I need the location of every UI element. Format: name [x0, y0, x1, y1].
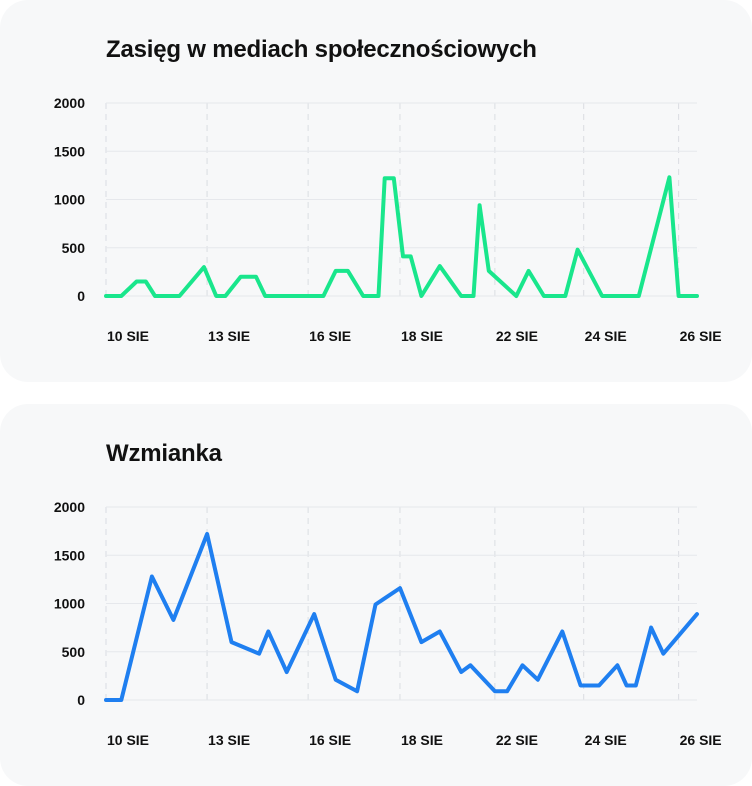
reach-y-tick-label: 500 [62, 240, 86, 256]
mentions-x-tick-label: 24 SIE [585, 732, 627, 748]
mentions-y-tick-label: 500 [62, 644, 86, 660]
reach-x-tick-label: 26 SIE [680, 328, 722, 344]
reach-x-tick-label: 24 SIE [585, 328, 627, 344]
mentions-y-tick-label: 0 [77, 692, 85, 708]
reach-y-tick-label: 1000 [54, 192, 85, 208]
reach-chart-title: Zasięg w mediach społecznościowych [106, 36, 537, 63]
reach-chart: 0 500 1000 1500 2000 10 SIE 13 SIE 16 SIE 18 SIE… [54, 95, 722, 344]
mentions-y-tick-label: 2000 [54, 499, 85, 515]
reach-x-tick-label: 22 SIE [496, 328, 538, 344]
mentions-series-line [104, 532, 699, 702]
mentions-x-tick-label: 26 SIE [680, 732, 722, 748]
mentions-card: Wzmianka 0 500 1000 1500 2000 10 SIE 13 SIE 16 … [0, 404, 752, 786]
reach-x-tick-label: 16 SIE [309, 328, 351, 344]
reach-x-tick-label: 10 SIE [107, 328, 149, 344]
reach-y-tick-label: 1500 [54, 143, 85, 159]
reach-x-tick-label: 13 SIE [208, 328, 250, 344]
mentions-chart-title: Wzmianka [106, 440, 222, 467]
reach-y-tick-label: 0 [77, 288, 85, 304]
reach-y-tick-label: 2000 [54, 95, 85, 111]
mentions-y-tick-label: 1500 [54, 547, 85, 563]
reach-x-tick-label: 18 SIE [401, 328, 443, 344]
mentions-x-tick-label: 22 SIE [496, 732, 538, 748]
mentions-x-tick-label: 18 SIE [401, 732, 443, 748]
mentions-x-tick-label: 10 SIE [107, 732, 149, 748]
mentions-x-tick-label: 16 SIE [309, 732, 351, 748]
reach-card: Zasięg w mediach społecznościowych 0 500 1… [0, 0, 752, 382]
reach-series-line [104, 175, 699, 298]
mentions-y-tick-label: 1000 [54, 596, 85, 612]
mentions-chart: 0 500 1000 1500 2000 10 SIE 13 SIE 16 SIE 18 SIE… [54, 499, 722, 748]
mentions-x-tick-label: 13 SIE [208, 732, 250, 748]
